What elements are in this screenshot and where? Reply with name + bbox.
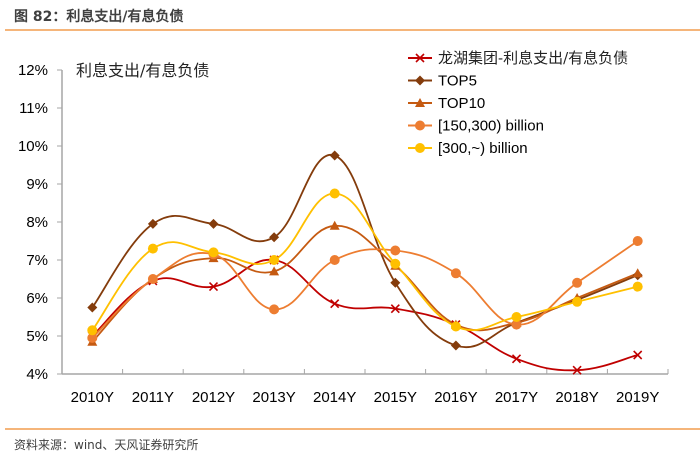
legend-marker [415,98,425,107]
data-point-0 [633,350,643,360]
data-point-0 [511,354,522,364]
y-tick-label: 11% [19,100,48,117]
series-markers [87,150,643,375]
legend-marker [415,120,425,131]
x-tick-label: 2015Y [374,389,417,406]
x-tick-label: 2010Y [71,389,114,406]
data-point-0 [572,365,582,375]
data-point-1 [87,302,98,313]
data-point-1 [208,218,219,229]
data-point-4 [390,258,401,269]
bottom-divider [5,428,700,430]
series-line-3 [91,240,639,339]
data-point-2 [269,266,280,276]
data-point-4 [208,247,219,258]
data-point-4 [87,325,98,336]
data-point-2 [329,220,340,230]
y-tick-label: 6% [26,290,48,307]
data-point-4 [269,255,280,265]
data-point-4 [147,243,158,254]
data-point-3 [87,332,98,343]
data-point-3 [632,236,643,246]
axes: 4% 5% 6% 7% 8% 9% 10% 11% 12% 2010Y 2011Y 2012Y 2013… [18,62,669,406]
y-tick-label: 4% [26,366,48,383]
data-point-4 [511,312,522,322]
legend-marker [415,53,425,63]
data-point-2 [632,268,643,278]
series-line-0 [91,258,638,372]
data-point-3 [390,245,401,256]
legend-item-1: TOP5 [408,73,477,90]
legend-label: [300,~) billion [438,140,528,157]
x-tick-label: 2013Y [252,389,295,406]
data-point-4 [572,296,583,307]
legend-label: TOP10 [438,95,485,112]
source-note: 资料来源：wind、天风证券研究所 [14,438,199,452]
data-point-1 [147,218,158,229]
series-line-2 [91,224,639,343]
figure-title: 图 82：利息支出/有息负债 [14,9,184,25]
y-tick-label: 9% [26,176,48,193]
y-tick-label: 8% [26,214,48,231]
x-tick-label: 2016Y [434,389,477,406]
legend-marker [415,143,425,153]
legend-label: TOP5 [438,73,477,90]
data-point-1 [390,277,401,288]
x-tick-label: 2018Y [555,389,598,406]
data-point-1 [269,232,280,243]
data-point-3 [572,277,583,288]
data-point-4 [450,321,461,332]
legend-marker [415,75,425,86]
series-lines [91,154,639,372]
legend-item-0: 龙湖集团-利息支出/有息负债 [408,49,628,67]
data-point-3 [511,319,522,330]
data-point-3 [269,304,280,315]
series-line-4 [91,192,638,332]
x-tick-label: 2012Y [192,389,235,406]
x-tick-label: 2011Y [132,389,174,406]
y-tick-label: 12% [18,62,48,79]
data-point-3 [329,255,340,265]
y-tick-label: 7% [26,252,48,269]
series-line-1 [91,154,639,349]
y-tick-label: 5% [26,328,48,345]
data-point-0 [390,304,400,314]
legend-label: [150,300) billion [438,118,544,135]
x-tick-label: 2019Y [616,389,659,406]
data-point-3 [450,268,461,279]
legend-item-3: [150,300) billion [408,118,544,135]
legend-item-2: TOP10 [408,95,485,112]
legend-item-4: [300,~) billion [408,140,528,157]
legend-label: 龙湖集团-利息支出/有息负债 [438,49,628,67]
legend: 龙湖集团-利息支出/有息负债 TOP5 TOP10 [150,300) billion… [408,49,628,157]
data-point-1 [450,340,461,351]
y-tick-label: 10% [18,138,48,155]
x-tick-label: 2017Y [495,389,538,406]
data-point-0 [208,282,219,292]
data-point-4 [329,188,340,199]
data-point-0 [330,299,340,309]
x-tick-label: 2014Y [313,389,356,406]
data-point-3 [147,274,158,284]
chart-title: 利息支出/有息负债 [76,61,209,80]
data-point-4 [632,281,643,292]
data-point-1 [329,150,340,161]
top-divider [5,29,700,31]
